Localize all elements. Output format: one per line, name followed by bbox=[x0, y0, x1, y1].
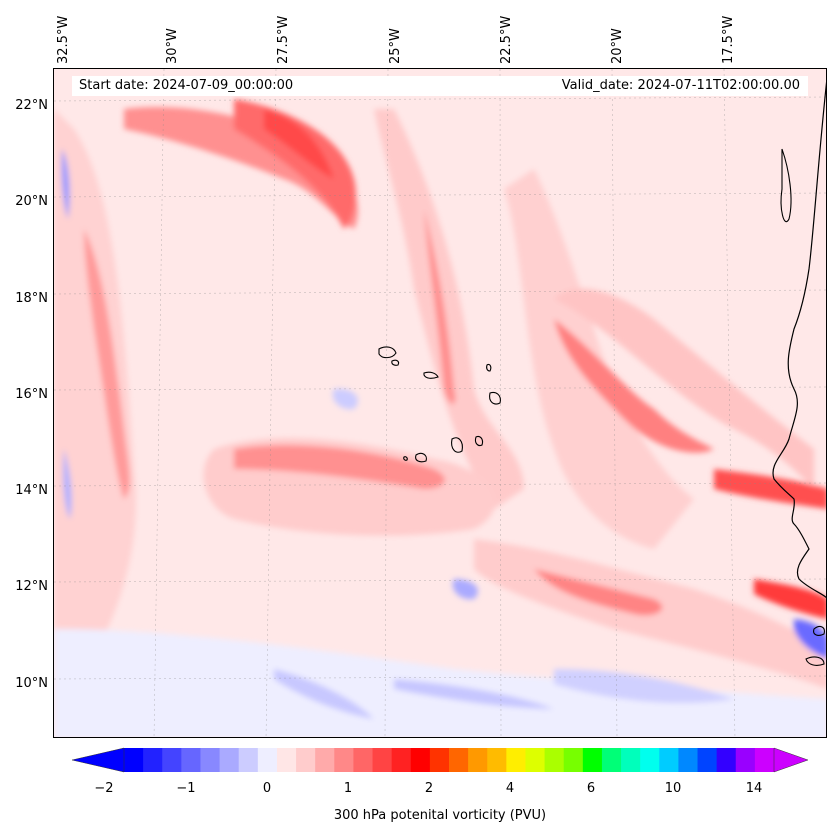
colorbar-cell bbox=[506, 748, 526, 772]
colorbar-tick-label: 0 bbox=[262, 781, 272, 796]
pv-contour-map bbox=[54, 69, 826, 737]
colorbar-cell bbox=[525, 748, 546, 772]
colorbar-cell bbox=[353, 748, 374, 772]
colorbar-cell bbox=[124, 748, 144, 772]
colorbar-cell bbox=[143, 748, 163, 772]
lon-label-20w: 20°W bbox=[610, 28, 625, 64]
lat-label-16n: 16°N bbox=[15, 387, 48, 402]
graticule bbox=[54, 69, 826, 737]
colorbar-tick-label: 14 bbox=[745, 781, 763, 796]
lat-label-12n: 12°N bbox=[15, 579, 48, 594]
colorbar-tick-label: 10 bbox=[664, 781, 682, 796]
cape-verde-islands bbox=[378, 346, 501, 463]
colorbar-cell bbox=[219, 748, 240, 772]
colorbar-cell bbox=[487, 748, 507, 772]
colorbar-cell bbox=[410, 748, 431, 772]
date-info-bar: Start date: 2024-07-09_00:00:00 Valid_da… bbox=[72, 76, 808, 96]
colorbar-tick-label: 4 bbox=[505, 781, 515, 796]
colorbar-cell bbox=[257, 748, 278, 772]
colorbar-cell bbox=[544, 748, 565, 772]
lat-label-18n: 18°N bbox=[15, 291, 48, 306]
colorbar-cell bbox=[621, 748, 641, 772]
start-date-label: Start date: 2024-07-09_00:00:00 bbox=[79, 78, 294, 93]
colorbar-cell bbox=[391, 748, 412, 772]
colorbar-cell bbox=[200, 748, 221, 772]
lon-label-22-5w: 22.5°W bbox=[499, 15, 514, 64]
lon-label-30w: 30°W bbox=[165, 28, 180, 64]
pv-contours bbox=[54, 99, 826, 737]
colorbar-cell bbox=[429, 748, 450, 772]
map-panel bbox=[53, 68, 827, 738]
colorbar-title: 300 hPa potenital vorticity (PVU) bbox=[333, 808, 547, 823]
colorbar-tick-label: 6 bbox=[586, 781, 596, 796]
colorbar-cell bbox=[315, 748, 335, 772]
colorbar-cell bbox=[276, 748, 297, 772]
colorbar-cell bbox=[296, 748, 316, 772]
colorbar-tick-label: 2 bbox=[424, 781, 434, 796]
lon-label-27-5w: 27.5°W bbox=[276, 15, 291, 64]
colorbar-cell bbox=[563, 748, 584, 772]
colorbar-cell bbox=[640, 748, 660, 772]
lon-label-17-5w: 17.5°W bbox=[721, 15, 736, 64]
lat-label-22n: 22°N bbox=[15, 98, 48, 113]
lon-label-25w: 25°W bbox=[388, 28, 403, 64]
lat-label-10n: 10°N bbox=[15, 676, 48, 691]
colorbar-cell bbox=[181, 748, 201, 772]
colorbar bbox=[72, 747, 808, 773]
colorbar-tick-label: −1 bbox=[176, 781, 196, 796]
lat-label-20n: 20°N bbox=[15, 194, 48, 209]
colorbar-tick-label: 1 bbox=[343, 781, 353, 796]
colorbar-cell bbox=[334, 748, 354, 772]
colorbar-cell bbox=[735, 748, 756, 772]
valid-date-label: Valid_date: 2024-07-11T02:00:00.00 bbox=[561, 78, 800, 93]
coastline-west-africa bbox=[772, 81, 826, 598]
lat-label-14n: 14°N bbox=[15, 483, 48, 498]
colorbar-max-extend bbox=[773, 747, 808, 773]
colorbar-cell bbox=[678, 748, 699, 772]
colorbar-cell bbox=[659, 748, 679, 772]
colorbar-cell bbox=[449, 748, 469, 772]
colorbar-tick-label: −2 bbox=[94, 781, 114, 796]
colorbar-cell bbox=[697, 748, 718, 772]
colorbar-cell bbox=[716, 748, 737, 772]
colorbar-cell bbox=[601, 748, 622, 772]
colorbar-min-extend bbox=[72, 747, 125, 773]
colorbar-cell bbox=[238, 748, 259, 772]
colorbar-cell bbox=[754, 748, 775, 772]
lon-label-32-5w: 32.5°W bbox=[56, 15, 71, 64]
colorbar-cell bbox=[372, 748, 393, 772]
colorbar-cell bbox=[468, 748, 488, 772]
colorbar-cell bbox=[582, 748, 603, 772]
colorbar-cell bbox=[162, 748, 182, 772]
